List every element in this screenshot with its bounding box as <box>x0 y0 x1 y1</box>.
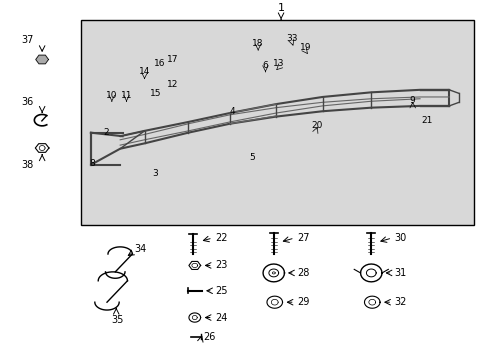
Text: 5: 5 <box>248 153 254 162</box>
Text: 6: 6 <box>262 61 268 70</box>
Text: 28: 28 <box>297 268 309 278</box>
Text: 25: 25 <box>215 286 227 296</box>
Bar <box>81 20 473 225</box>
Text: 17: 17 <box>167 55 178 64</box>
Text: 24: 24 <box>215 312 227 323</box>
Text: 29: 29 <box>297 297 309 307</box>
Text: 36: 36 <box>21 97 34 107</box>
Text: 22: 22 <box>215 233 227 243</box>
Text: 21: 21 <box>420 116 432 125</box>
Text: 23: 23 <box>215 260 227 270</box>
Text: 35: 35 <box>111 315 123 325</box>
Text: 34: 34 <box>135 244 147 254</box>
Text: 26: 26 <box>203 332 216 342</box>
Polygon shape <box>36 55 48 64</box>
Text: 11: 11 <box>121 91 132 100</box>
Text: 31: 31 <box>394 268 406 278</box>
Text: 20: 20 <box>310 121 322 130</box>
Text: 27: 27 <box>297 233 309 243</box>
Text: 4: 4 <box>229 107 235 116</box>
Text: 19: 19 <box>299 43 310 52</box>
Text: 15: 15 <box>150 89 161 98</box>
Text: 13: 13 <box>273 59 285 68</box>
Text: 12: 12 <box>166 80 178 89</box>
Text: 14: 14 <box>139 67 150 76</box>
Text: 33: 33 <box>285 33 297 42</box>
Text: 30: 30 <box>394 233 406 243</box>
Text: 16: 16 <box>154 59 165 68</box>
Text: 18: 18 <box>252 39 264 48</box>
Text: 1: 1 <box>277 3 284 13</box>
Text: 37: 37 <box>21 35 34 45</box>
Text: 10: 10 <box>106 91 118 100</box>
Text: 9: 9 <box>409 96 415 105</box>
Text: 2: 2 <box>103 128 109 137</box>
Text: 8: 8 <box>89 159 95 168</box>
Text: 32: 32 <box>394 297 406 307</box>
Text: 3: 3 <box>152 169 157 178</box>
Text: 38: 38 <box>21 160 34 170</box>
